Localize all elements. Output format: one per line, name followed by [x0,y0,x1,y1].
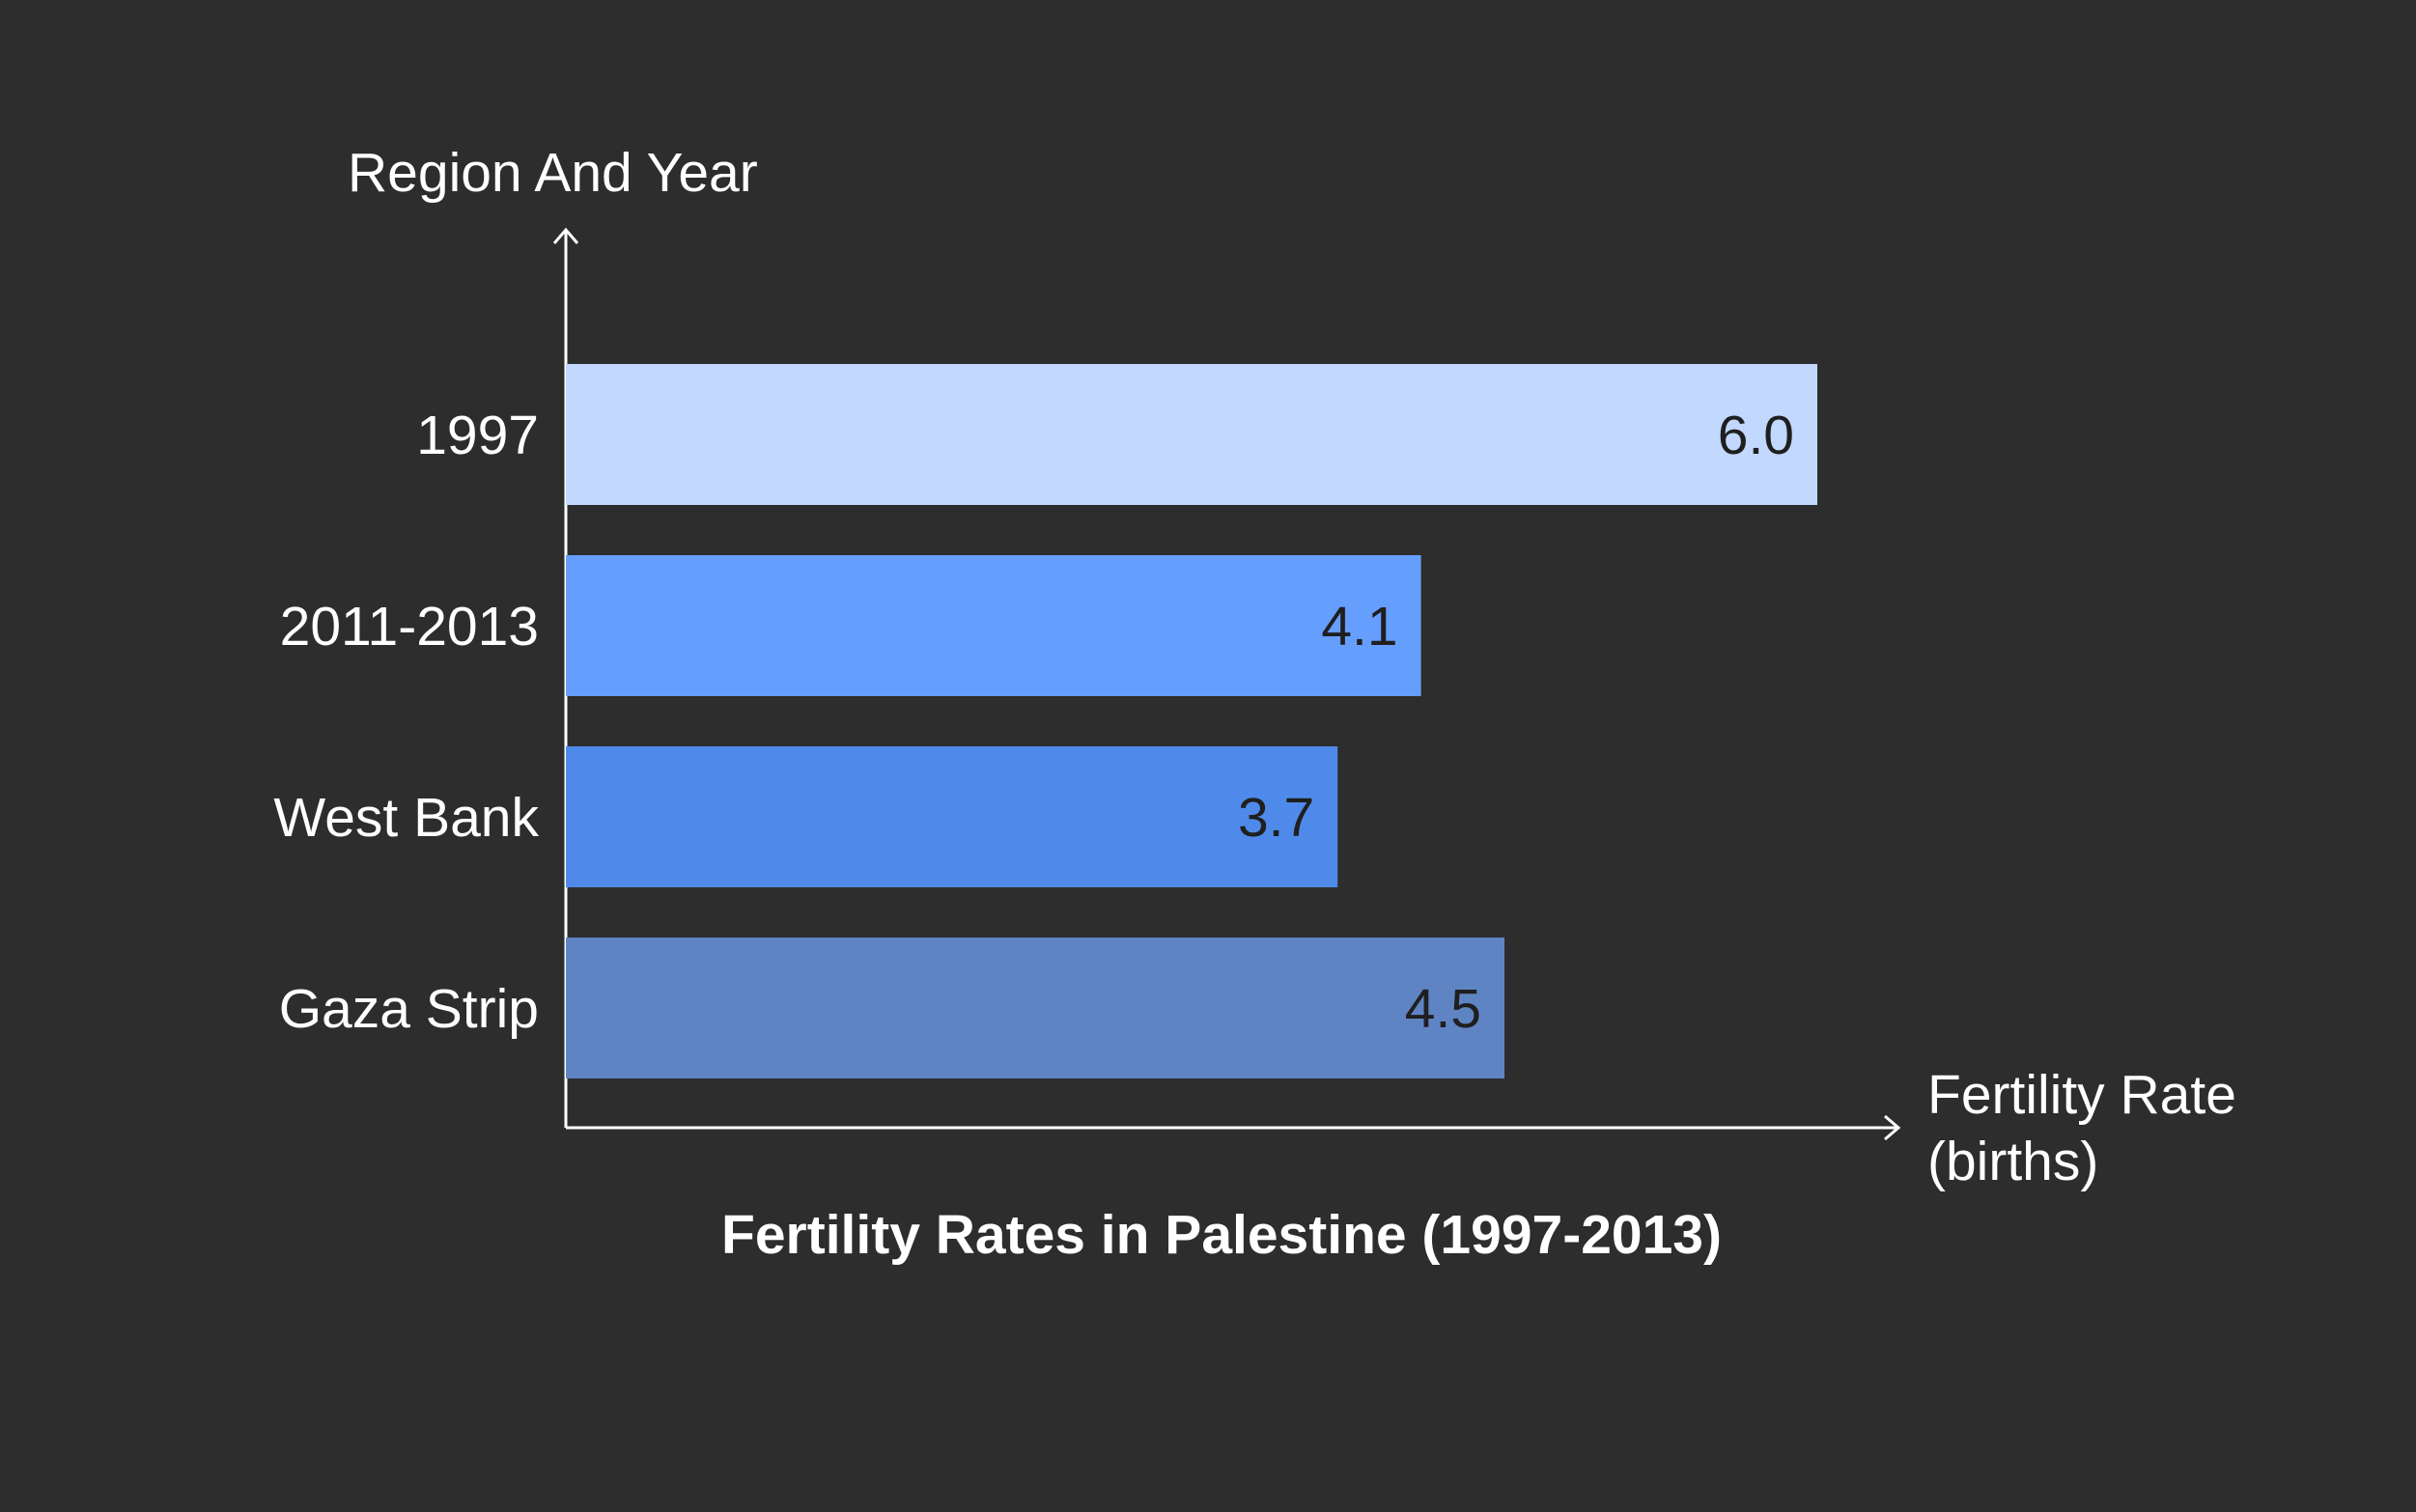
category-label-1: 2011-2013 [280,596,539,658]
bar-1 [566,555,1421,696]
category-label-3: Gaza Strip [279,978,539,1040]
bar-3 [566,938,1504,1078]
bar-2 [566,746,1338,887]
x-axis-title-line-2: (births) [1927,1131,2098,1192]
x-axis-arrow [1884,1114,1901,1141]
x-axis-title-line-1: Fertility Rate [1927,1064,2236,1126]
value-label-3: 4.5 [1405,978,1481,1040]
value-label-0: 6.0 [1718,405,1794,466]
y-axis-arrow [552,227,579,244]
value-label-2: 3.7 [1238,787,1314,849]
bar-0 [566,364,1817,505]
category-label-0: 1997 [416,405,539,466]
chart-title: Fertility Rates in Palestine (1997-2013) [721,1204,1722,1266]
y-axis-title: Region And Year [348,142,758,204]
category-label-2: West Bank [273,787,539,849]
value-label-1: 4.1 [1321,596,1397,658]
bar-series: 1997 6.0 2011-2013 4.1 West Bank 3.7 Gaza Stri… [273,364,1817,1078]
